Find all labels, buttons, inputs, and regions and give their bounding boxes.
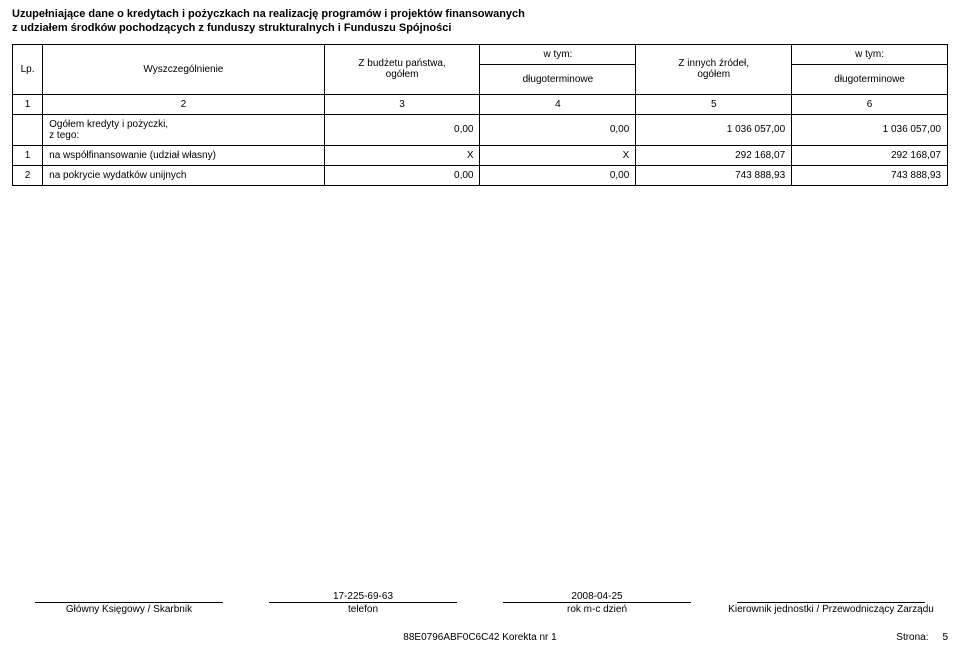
title-line-2: z udziałem środków pochodzących z fundus… [12, 22, 451, 34]
cell-desc-l2: z tego: [49, 130, 79, 141]
footer-sig-date: rok m-c dzień [480, 604, 714, 615]
document-id: 88E0796ABF0C6C42 Korekta nr 1 [0, 632, 960, 643]
page-num-value: 5 [942, 632, 948, 643]
cell-v6: 1 036 057,00 [792, 114, 948, 145]
footer-sig-manager: Kierownik jednostki / Przewodniczący Zar… [714, 604, 948, 615]
header-col5-top: Z innych źródeł, [678, 58, 749, 69]
credits-table: Lp. Wyszczególnienie Z budżetu państwa, … [12, 44, 948, 186]
numrow-2: 2 [43, 94, 325, 114]
page-number: Strona: 5 [896, 632, 948, 643]
header-col3-bot: ogółem [386, 69, 419, 80]
table-row: 2 na pokrycie wydatków unijnych 0,00 0,0… [13, 165, 948, 185]
header-desc: Wyszczególnienie [43, 44, 325, 94]
header-col6-top: w tym: [792, 44, 948, 64]
cell-v6: 292 168,07 [792, 145, 948, 165]
footer: 17-225-69-63 2008-04-25 Główny Księgowy … [12, 591, 948, 615]
header-lp: Lp. [13, 44, 43, 94]
cell-v3: 0,00 [324, 114, 480, 145]
cell-v5: 292 168,07 [636, 145, 792, 165]
footer-sig-phone: telefon [246, 604, 480, 615]
numrow-4: 4 [480, 94, 636, 114]
numrow-6: 6 [792, 94, 948, 114]
page-label: Strona: [896, 632, 928, 643]
title-line-1: Uzupełniające dane o kredytach i pożyczk… [12, 8, 525, 20]
cell-lp [13, 114, 43, 145]
header-col3: Z budżetu państwa, ogółem [324, 44, 480, 94]
numrow-5: 5 [636, 94, 792, 114]
cell-v4: X [480, 145, 636, 165]
cell-lp: 1 [13, 145, 43, 165]
header-col5-bot: ogółem [697, 69, 730, 80]
header-col4-top: w tym: [480, 44, 636, 64]
footer-blank-2 [714, 591, 948, 602]
numrow-3: 3 [324, 94, 480, 114]
header-col3-top: Z budżetu państwa, [358, 58, 445, 69]
footer-phone: 17-225-69-63 [246, 591, 480, 602]
cell-desc: na pokrycie wydatków unijnych [43, 165, 325, 185]
cell-desc-l1: Ogółem kredyty i pożyczki, [49, 119, 168, 130]
cell-v4: 0,00 [480, 165, 636, 185]
cell-v5: 743 888,93 [636, 165, 792, 185]
header-col5: Z innych źródeł, ogółem [636, 44, 792, 94]
table-row: 1 na współfinansowanie (udział własny) X… [13, 145, 948, 165]
cell-v3: 0,00 [324, 165, 480, 185]
document-title: Uzupełniające dane o kredytach i pożyczk… [12, 8, 948, 36]
footer-blank-1 [12, 591, 246, 602]
cell-lp: 2 [13, 165, 43, 185]
footer-sig-accountant: Główny Księgowy / Skarbnik [12, 604, 246, 615]
cell-v5: 1 036 057,00 [636, 114, 792, 145]
cell-desc: na współfinansowanie (udział własny) [43, 145, 325, 165]
cell-desc: Ogółem kredyty i pożyczki, z tego: [43, 114, 325, 145]
table-row: Ogółem kredyty i pożyczki, z tego: 0,00 … [13, 114, 948, 145]
header-col6-bot: długoterminowe [792, 64, 948, 94]
numrow-1: 1 [13, 94, 43, 114]
cell-v6: 743 888,93 [792, 165, 948, 185]
cell-v4: 0,00 [480, 114, 636, 145]
header-col4-bot: długoterminowe [480, 64, 636, 94]
footer-date: 2008-04-25 [480, 591, 714, 602]
cell-v3: X [324, 145, 480, 165]
